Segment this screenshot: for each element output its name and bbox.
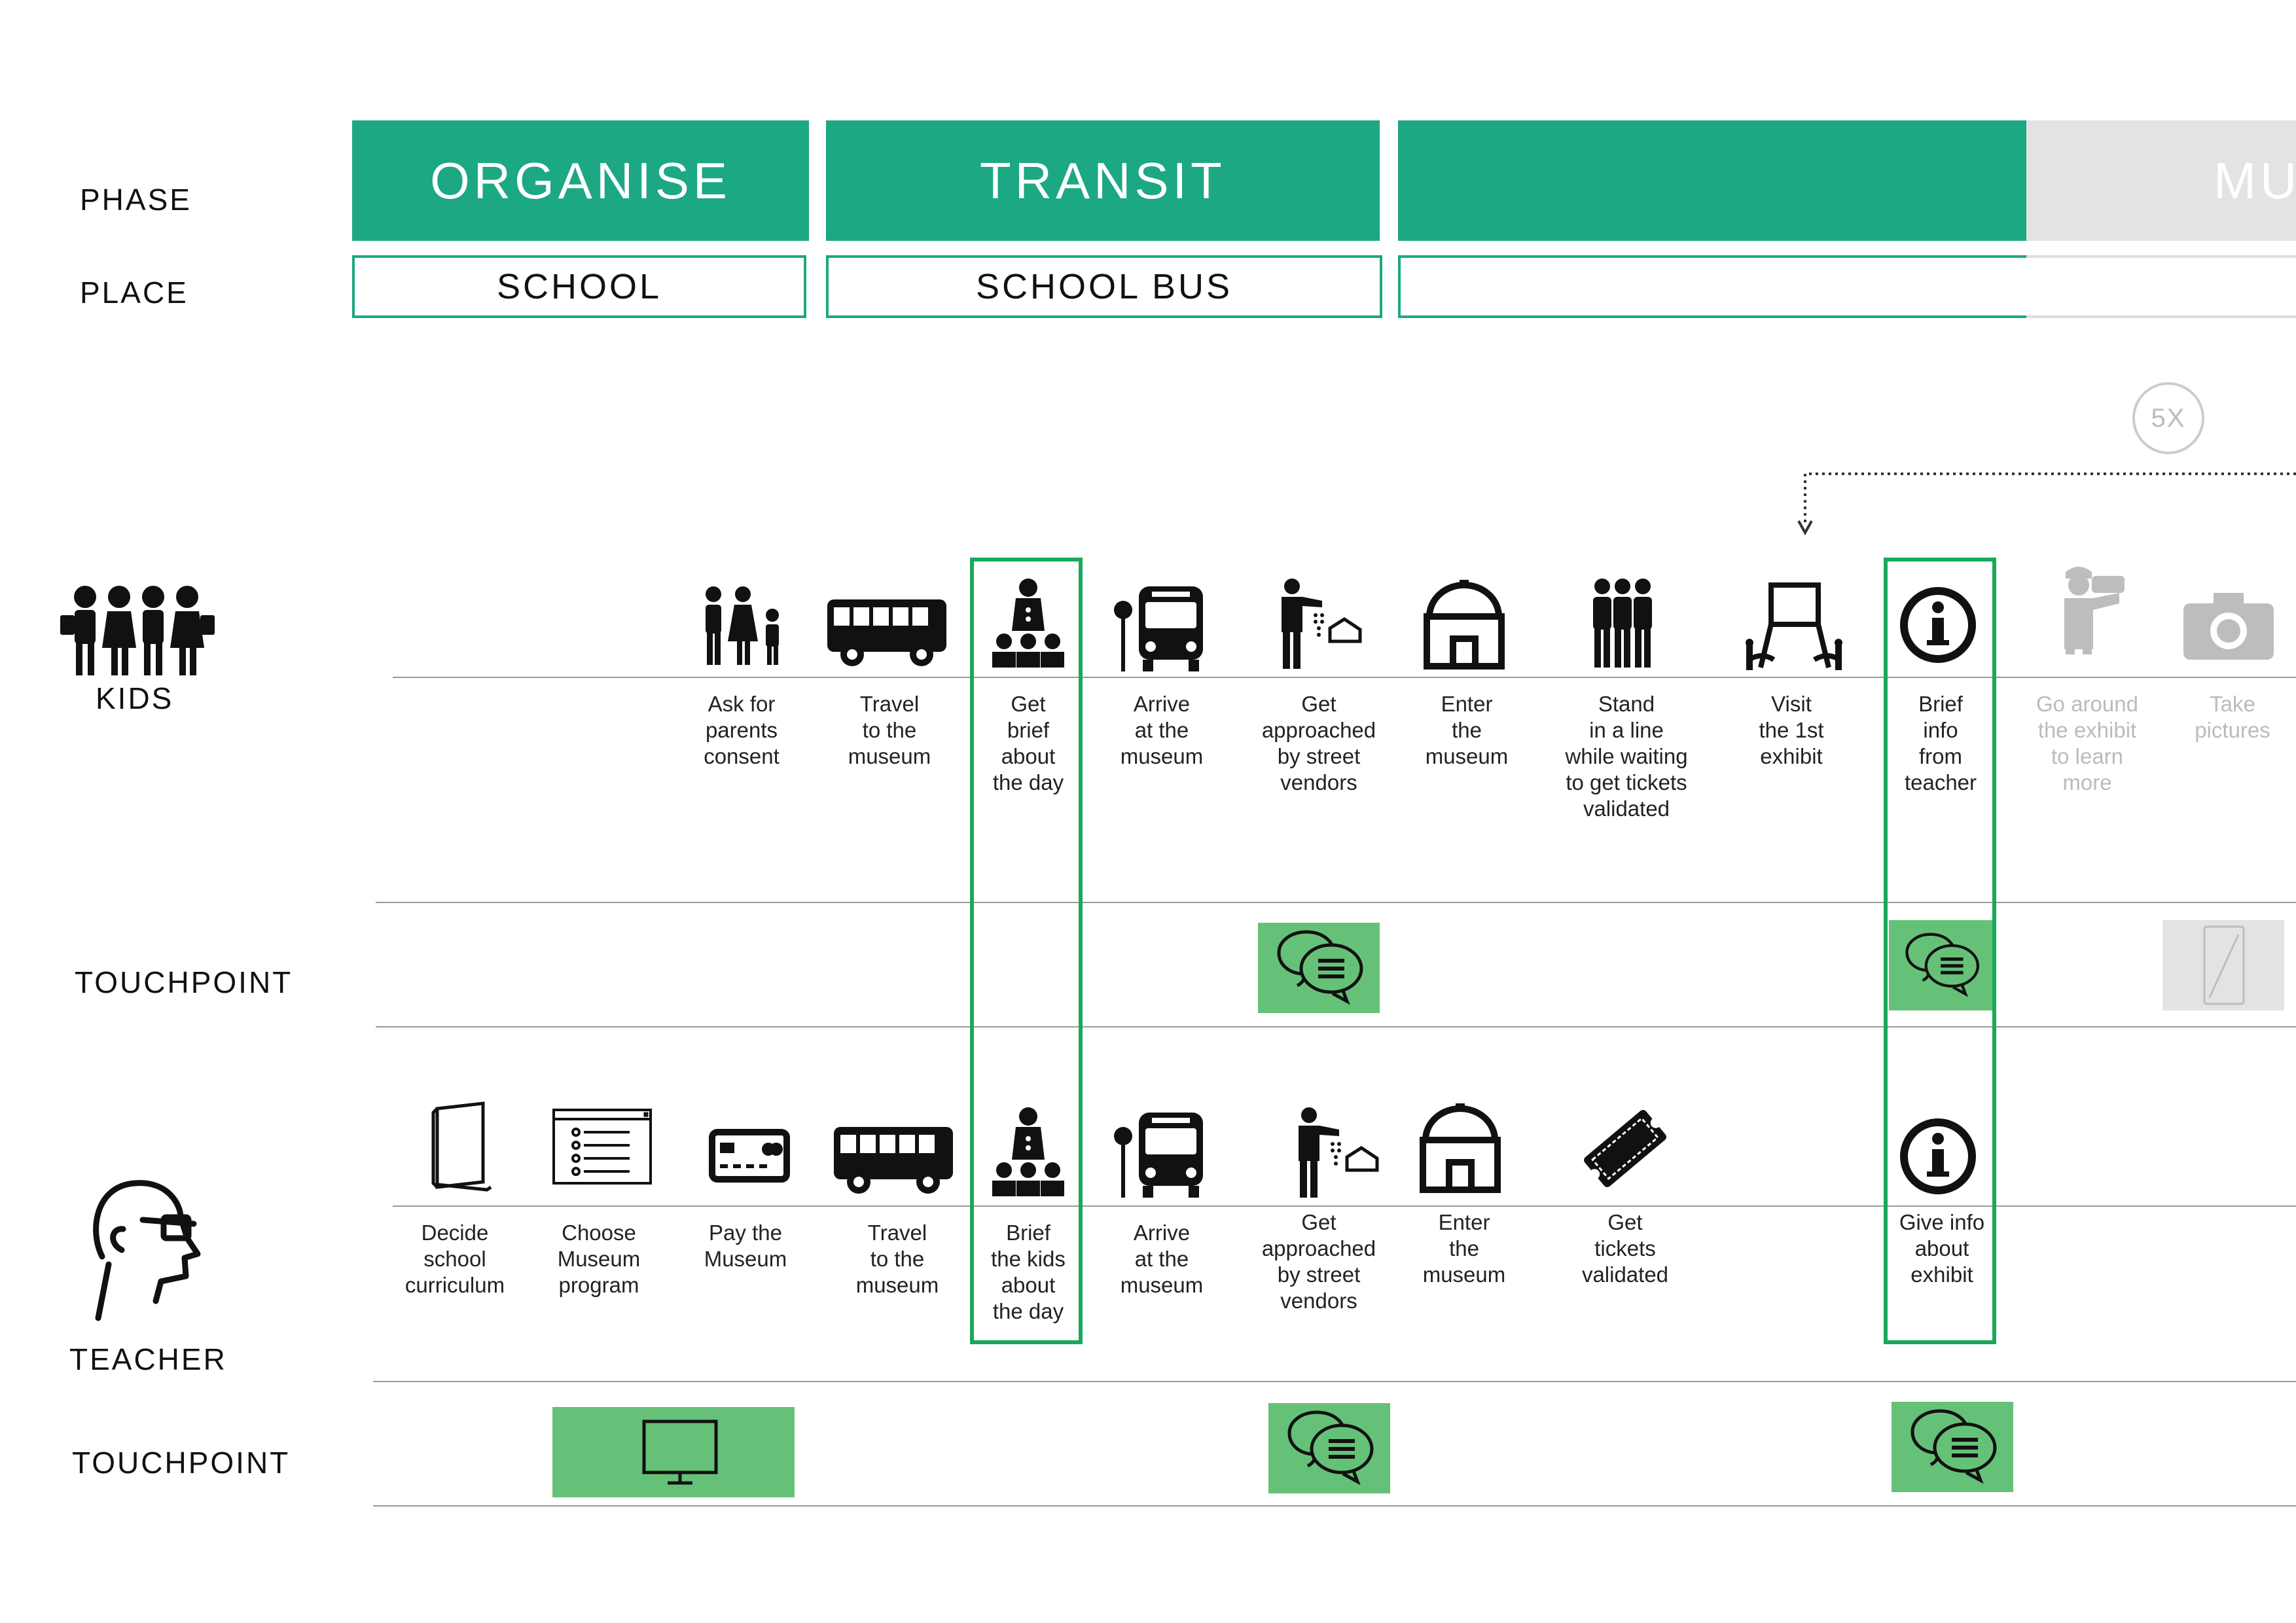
kids-touchpoint-vendors	[1258, 923, 1380, 1013]
museum-icon	[1411, 1099, 1509, 1198]
teacher-step-choose-program: Choose Museum program	[557, 1221, 641, 1297]
program-list-icon	[550, 1103, 655, 1202]
street-vendor-icon	[1270, 576, 1368, 674]
kids-step-visit-exhibit: Visit the 1st exhibit	[1759, 692, 1824, 768]
place-label: PLACE	[80, 276, 188, 310]
phone-icon	[2203, 925, 2245, 1005]
kids-touchpoint-top-line	[376, 902, 2296, 903]
kids-touchpoint-label: TOUCHPOINT	[75, 965, 293, 999]
street-vendor-icon	[1287, 1105, 1385, 1203]
ticket-icon	[1576, 1099, 1674, 1198]
photographer-icon	[2039, 556, 2138, 654]
kids-step-go-around: Go around the exhibit to learn more	[2036, 692, 2138, 794]
kids-step-ask-consent: Ask for parents consent	[704, 692, 780, 768]
highlight-brief-column	[970, 558, 1083, 1344]
place-museum-bottom-edge	[2026, 315, 2296, 318]
bus-icon	[825, 580, 949, 678]
kids-step-enter: Enter the museum	[1425, 692, 1509, 768]
teacher-label: TEACHER	[69, 1342, 227, 1376]
guide-group-icon	[979, 1105, 1077, 1203]
chat-icon	[1277, 930, 1363, 1005]
place-arrival	[1398, 255, 2026, 318]
phase-museum: MUS	[2026, 120, 2296, 241]
phase-label: PHASE	[80, 183, 192, 217]
teacher-portrait-icon	[93, 1180, 201, 1321]
teacher-step-travel: Travel to the museum	[855, 1221, 939, 1297]
loop-arrow-icon	[1797, 473, 2296, 536]
bus-stop-icon	[1113, 579, 1211, 677]
info-icon	[1889, 1107, 1987, 1205]
queue-icon	[1573, 576, 1672, 674]
kids-touchpoint-bottom-line	[376, 1026, 2296, 1027]
kids-step-travel: Travel to the museum	[848, 692, 931, 768]
teacher-step-brief-kids: Brief the kids about the day	[991, 1221, 1066, 1323]
teacher-step-pay: Pay the Museum	[704, 1221, 787, 1271]
teacher-touchpoint-label: TOUCHPOINT	[72, 1446, 291, 1480]
credit-card-icon	[700, 1106, 798, 1204]
kids-step-stand-in-line: Stand in a line while waiting to get tic…	[1565, 692, 1688, 821]
teacher-step-arrive: Arrive at the museum	[1120, 1221, 1204, 1297]
chat-icon	[1910, 1409, 1997, 1484]
teacher-step-decide-curriculum: Decide school curriculum	[404, 1221, 505, 1297]
kids-touchpoint-pictures	[2162, 920, 2284, 1010]
kids-step-brief-info: Brief info from teacher	[1904, 692, 1977, 794]
phase-arrival	[1398, 120, 2026, 241]
monitor-icon	[642, 1419, 718, 1485]
bus-icon	[831, 1107, 956, 1205]
phase-transit: TRANSIT	[826, 120, 1380, 241]
teacher-touchpoint-exhibit-info	[1892, 1402, 2013, 1492]
teacher-touchpoint-vendors	[1268, 1403, 1390, 1493]
kids-step-get-brief: Get brief about the day	[992, 692, 1064, 794]
kids-row-line	[393, 677, 2296, 678]
chat-icon	[1905, 933, 1980, 997]
museum-icon	[1415, 576, 1513, 674]
curriculum-book-icon	[415, 1099, 513, 1198]
teacher-step-vendors: Get approached by street vendors	[1261, 1210, 1376, 1313]
guide-group-icon	[979, 576, 1077, 674]
camera-icon	[2179, 576, 2278, 674]
chat-icon	[1287, 1410, 1374, 1486]
family-icon	[694, 580, 792, 678]
place-school-bus: SCHOOL BUS	[826, 255, 1382, 318]
teacher-touchpoint-top-line	[373, 1381, 2296, 1382]
kids-label: KIDS	[96, 681, 174, 715]
exhibit-icon	[1745, 576, 1843, 674]
place-museum-top-edge	[2026, 255, 2296, 258]
bus-stop-icon	[1113, 1105, 1211, 1203]
kids-touchpoint-teacher-info	[1889, 920, 1994, 1010]
teacher-touchpoint-bottom-line	[373, 1505, 2296, 1507]
teacher-touchpoint-computer	[552, 1407, 795, 1497]
teacher-step-enter: Enter the museum	[1422, 1210, 1506, 1287]
kids-step-vendors: Get approached by street vendors	[1261, 692, 1376, 794]
repeat-badge: 5X	[2132, 382, 2204, 454]
place-school: SCHOOL	[352, 255, 806, 318]
kids-group-icon	[60, 586, 215, 675]
highlight-info-column	[1884, 558, 1996, 1344]
info-icon	[1889, 576, 1987, 674]
teacher-step-tickets: Get tickets validated	[1581, 1210, 1669, 1287]
phase-organise: ORGANISE	[352, 120, 809, 241]
teacher-step-give-info: Give info about exhibit	[1899, 1210, 1985, 1287]
kids-step-take-pictures: Take pictures	[2195, 692, 2270, 742]
kids-step-arrive: Arrive at the museum	[1120, 692, 1204, 768]
teacher-row-line	[393, 1205, 2296, 1207]
